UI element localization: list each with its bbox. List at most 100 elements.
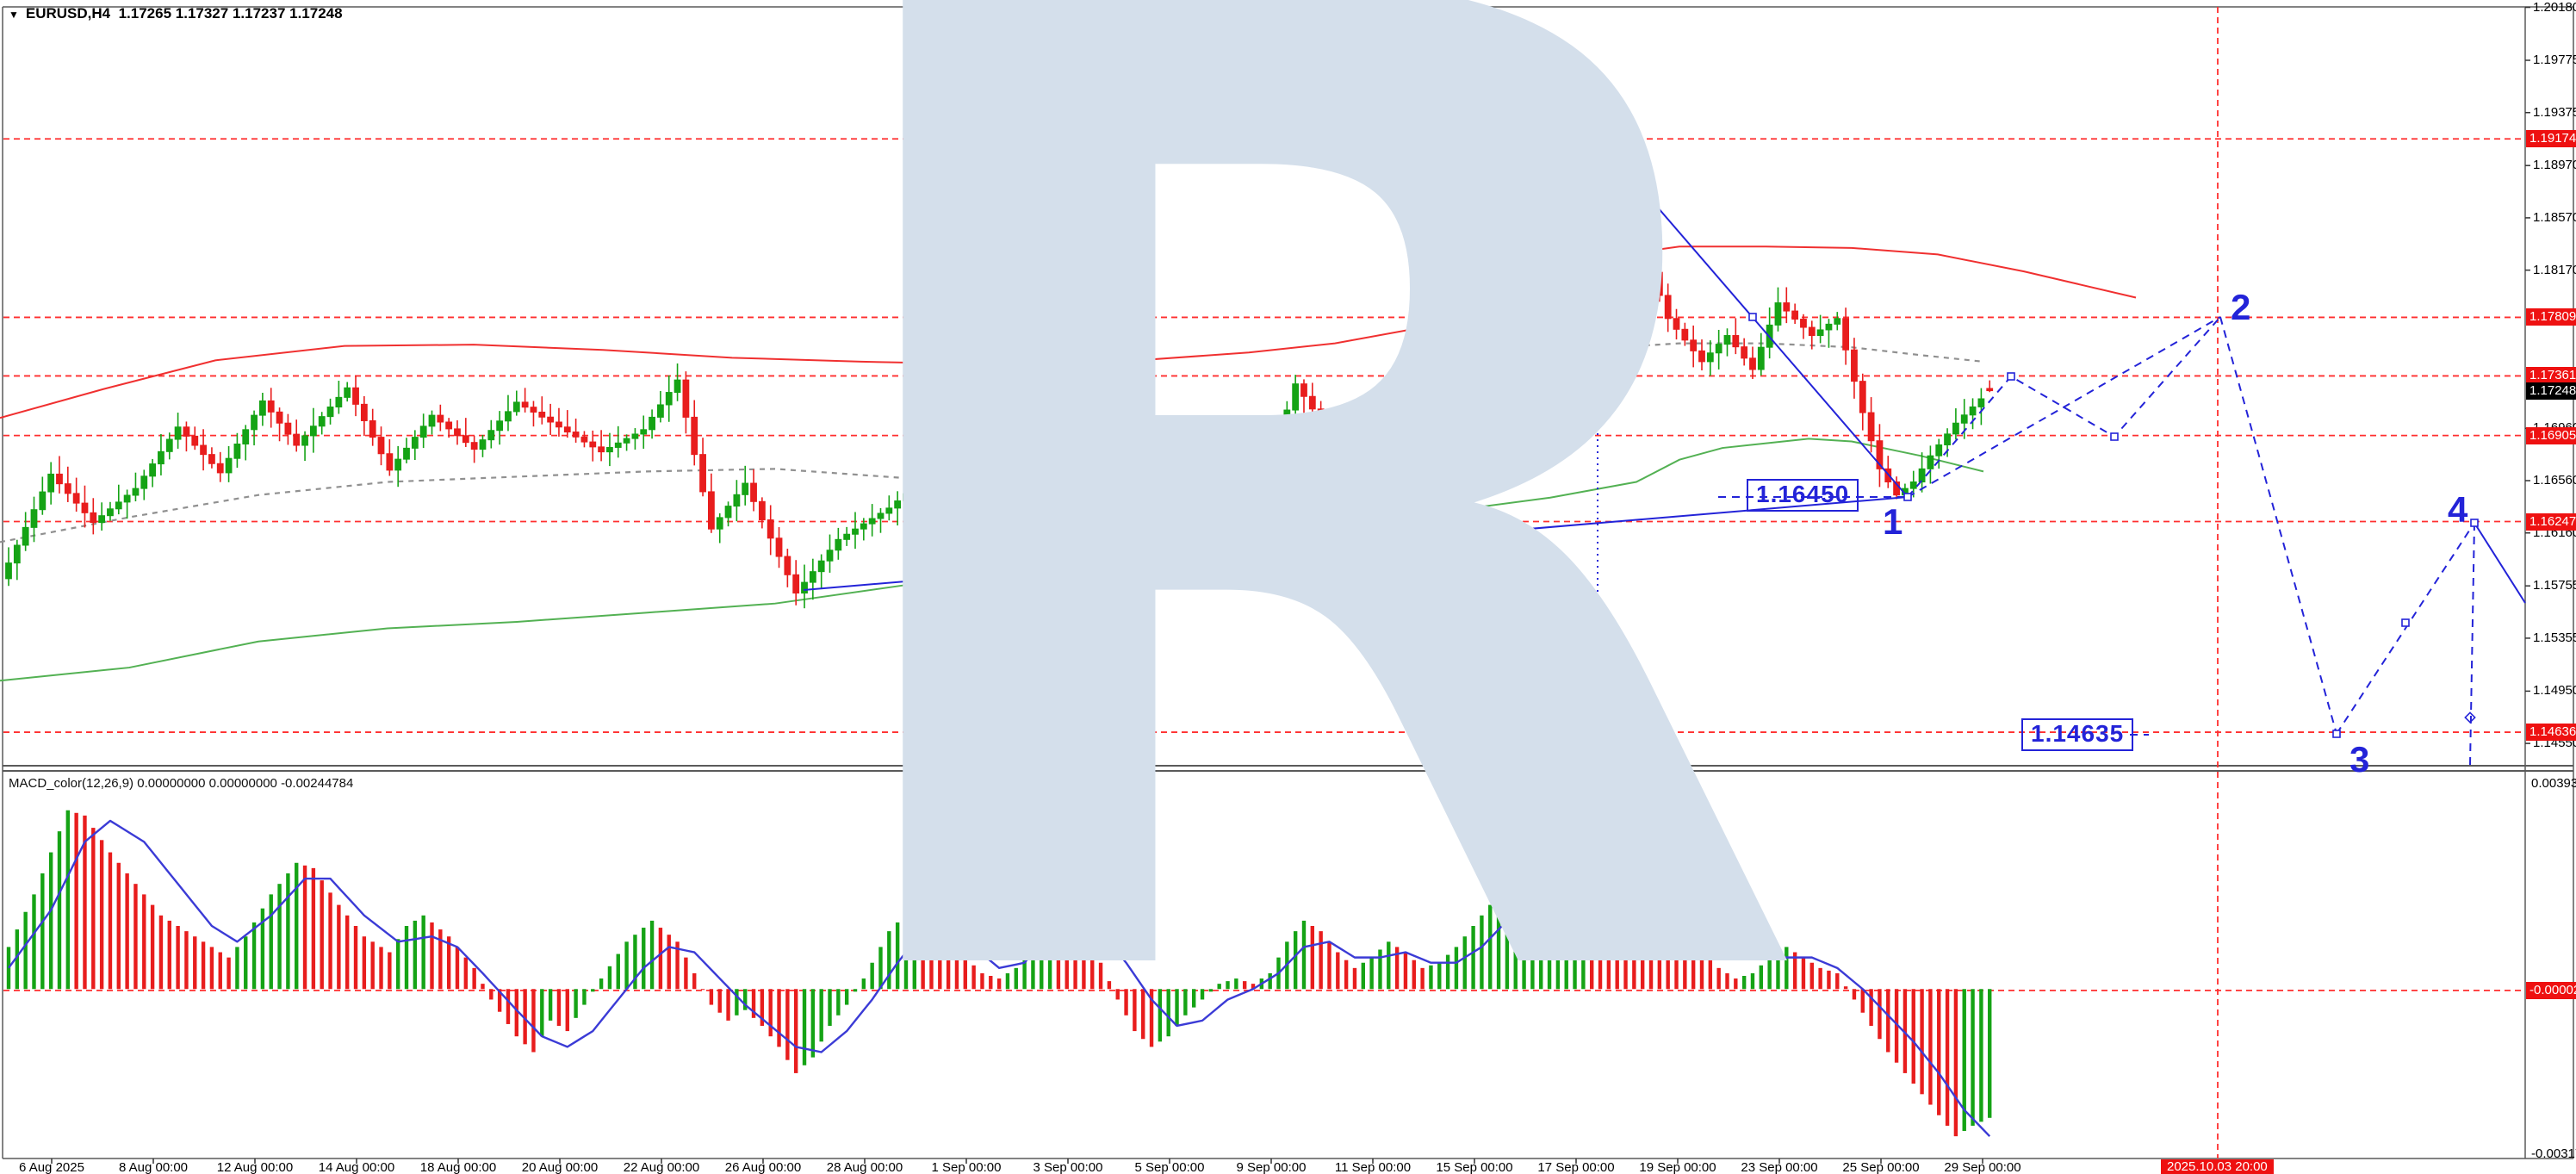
macd-bar bbox=[1301, 920, 1307, 990]
macd-bar bbox=[1911, 989, 1915, 1084]
ma-slow-green[interactable] bbox=[0, 438, 1984, 682]
macd-signal-line[interactable] bbox=[8, 814, 1991, 1137]
candle-body bbox=[1622, 272, 1629, 285]
macd-bar bbox=[65, 810, 71, 990]
wave-number-2[interactable]: 2 bbox=[2231, 287, 2250, 327]
macd-bar bbox=[1226, 981, 1230, 990]
macd-bar bbox=[1394, 947, 1400, 990]
candle-body bbox=[910, 486, 918, 494]
macd-bar bbox=[32, 894, 36, 990]
candle-body bbox=[369, 419, 376, 438]
candle-body bbox=[454, 428, 461, 437]
candle-body bbox=[1266, 462, 1274, 489]
price-levels bbox=[3, 7, 2525, 1158]
wave-1-2-direct[interactable] bbox=[1907, 316, 2221, 498]
candle-body bbox=[1588, 215, 1596, 240]
ma-fast-red[interactable] bbox=[0, 245, 2137, 419]
wave-4-solid[interactable] bbox=[2474, 522, 2526, 604]
wave-number-3[interactable]: 3 bbox=[2349, 739, 2369, 780]
support-price-label[interactable]: 1.16450 bbox=[1747, 479, 1859, 512]
macd-bar bbox=[1488, 904, 1493, 990]
anchor-square-marker[interactable] bbox=[2401, 618, 2410, 627]
macd-bar bbox=[599, 978, 604, 990]
candle-body bbox=[1504, 357, 1511, 369]
ma-dotted-gray[interactable] bbox=[0, 342, 1984, 544]
anchor-square-marker[interactable] bbox=[2470, 519, 2479, 527]
macd-bar bbox=[353, 926, 358, 990]
anchor-square-marker[interactable] bbox=[1903, 493, 1912, 501]
macd-bar bbox=[667, 935, 671, 990]
macd-bar bbox=[649, 920, 655, 990]
macd-bar bbox=[810, 989, 816, 1058]
candle-body bbox=[673, 379, 681, 394]
candle-body bbox=[165, 438, 173, 452]
anchor-square-marker[interactable] bbox=[2007, 372, 2015, 381]
candle-body bbox=[1495, 367, 1502, 380]
candle-body bbox=[208, 454, 215, 464]
support-line[interactable] bbox=[803, 496, 1909, 591]
macd-bar bbox=[1818, 967, 1822, 990]
wave-1-2-zigzag[interactable] bbox=[1907, 316, 2221, 498]
macd-bar bbox=[514, 989, 518, 1037]
macd-scale-max-label: 0.0039361 bbox=[2531, 776, 2576, 791]
candle-body bbox=[1664, 295, 1672, 320]
time-tick-label: 22 Aug 00:00 bbox=[623, 1160, 700, 1174]
candle-body bbox=[961, 451, 969, 458]
time-tick-label: 12 Aug 00:00 bbox=[216, 1160, 294, 1174]
anchor-square-marker[interactable] bbox=[1593, 134, 1602, 142]
macd-bar bbox=[980, 972, 984, 990]
candle-body bbox=[377, 437, 385, 455]
macd-bar bbox=[1268, 972, 1272, 990]
candle-body bbox=[1368, 419, 1375, 428]
wave-4-vertical[interactable] bbox=[2469, 522, 2475, 766]
candle-body bbox=[640, 429, 648, 435]
macd-bar bbox=[362, 936, 367, 990]
time-tick-label: 11 Sep 00:00 bbox=[1334, 1160, 1412, 1174]
target-price-label[interactable]: 1.14635 bbox=[2021, 718, 2134, 751]
macd-bar bbox=[404, 926, 409, 990]
wave-2-3[interactable] bbox=[2219, 316, 2337, 735]
candle-body bbox=[487, 430, 495, 441]
macd-bar bbox=[1734, 978, 1738, 990]
macd-bar bbox=[1047, 894, 1052, 990]
symbol-dropdown-icon[interactable]: ▼ bbox=[9, 9, 19, 21]
macd-bar bbox=[1403, 952, 1408, 990]
macd-bar bbox=[793, 989, 798, 1073]
macd-bar bbox=[1471, 926, 1475, 990]
anchor-diamond-marker[interactable] bbox=[2464, 711, 2476, 724]
macd-bar bbox=[735, 989, 739, 1016]
macd-bar bbox=[218, 952, 222, 990]
price-tick-label: 1.16560 bbox=[2533, 473, 2576, 488]
time-tick-label: 14 Aug 00:00 bbox=[318, 1160, 395, 1174]
candle-body bbox=[115, 501, 122, 510]
candle-body bbox=[1969, 406, 1977, 416]
candle-body bbox=[267, 400, 275, 413]
macd-bar bbox=[1361, 962, 1365, 990]
macd-bar bbox=[1234, 978, 1238, 990]
wave-annotations[interactable]: 1 2 3 4 bbox=[803, 134, 2526, 780]
candle-body bbox=[64, 483, 71, 494]
candle-body bbox=[251, 414, 258, 431]
macd-bar bbox=[785, 989, 790, 1060]
macd-bar bbox=[1776, 952, 1780, 990]
wave-number-1[interactable]: 1 bbox=[1883, 501, 1903, 542]
candle-body bbox=[556, 421, 562, 428]
anchor-square-marker[interactable] bbox=[2110, 432, 2119, 441]
anchor-square-marker[interactable] bbox=[2332, 730, 2341, 738]
candle-body bbox=[1241, 475, 1249, 481]
macd-bar bbox=[1082, 931, 1086, 990]
macd-bar bbox=[489, 989, 493, 1000]
anchor-square-marker[interactable] bbox=[1748, 313, 1757, 321]
candle-body bbox=[1004, 475, 1011, 483]
candle-body bbox=[1639, 248, 1647, 262]
macd-bar bbox=[150, 904, 155, 990]
candle-body bbox=[1308, 395, 1316, 410]
macd-bar bbox=[1336, 952, 1340, 990]
macd-bar bbox=[895, 922, 900, 990]
wave-3-4[interactable] bbox=[2336, 522, 2475, 735]
candle-body bbox=[301, 435, 308, 446]
macd-bar bbox=[624, 941, 629, 990]
macd-bar bbox=[1175, 989, 1179, 1026]
wave-number-4[interactable]: 4 bbox=[2448, 489, 2468, 530]
